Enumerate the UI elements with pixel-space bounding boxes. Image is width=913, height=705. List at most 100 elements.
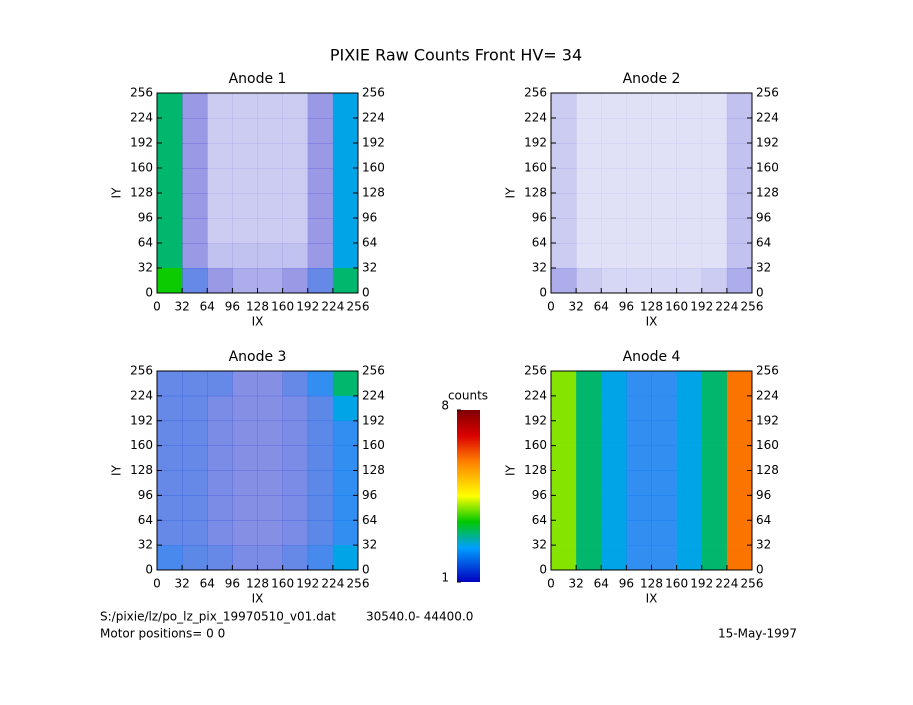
y-tick-label-right: 96 xyxy=(362,488,377,502)
colorbar-tick-label: 1 xyxy=(441,571,449,585)
heatmap-cell xyxy=(332,243,359,269)
heatmap-cell xyxy=(626,268,652,294)
heatmap-cell xyxy=(651,168,677,194)
heatmap-cell xyxy=(701,218,728,244)
heatmap-cell xyxy=(726,420,753,446)
heatmap-cell xyxy=(726,193,753,219)
heatmap-cell xyxy=(182,218,208,244)
heatmap-cell xyxy=(701,193,728,219)
y-axis-label: IY xyxy=(110,464,124,476)
heatmap-cell xyxy=(182,445,208,471)
heatmap-cell xyxy=(232,118,258,144)
x-tick-label: 64 xyxy=(594,300,609,314)
heatmap-cell xyxy=(157,243,183,269)
y-tick-label: 224 xyxy=(130,388,153,402)
heatmap-cell xyxy=(182,520,208,546)
heatmap-cell xyxy=(626,371,652,397)
heatmap-cell xyxy=(332,93,359,119)
y-tick-label: 64 xyxy=(138,236,153,250)
x-axis-label: IX xyxy=(646,315,658,329)
y-tick-label-right: 32 xyxy=(362,261,377,275)
heatmap-cell xyxy=(232,218,258,244)
heatmap-cell xyxy=(307,495,334,521)
heatmap-cell xyxy=(626,395,652,422)
x-axis-label: IX xyxy=(252,592,264,606)
heatmap-cell xyxy=(676,520,703,546)
heatmap-cell xyxy=(551,193,577,219)
heatmap-cell xyxy=(207,445,233,471)
heatmap-cell xyxy=(157,143,183,169)
heatmap-cell xyxy=(626,470,652,496)
heatmap-cell xyxy=(257,470,283,496)
heatmap-cell xyxy=(701,118,728,144)
heatmap-cell xyxy=(257,420,283,446)
y-tick-label: 256 xyxy=(130,364,153,378)
heatmap-cell xyxy=(701,243,728,269)
heatmap-cell xyxy=(232,545,258,571)
heatmap-cell xyxy=(307,243,334,269)
y-tick-label: 256 xyxy=(130,86,153,100)
heatmap-cell xyxy=(207,520,233,546)
x-tick-label: 256 xyxy=(347,577,370,591)
heatmap-cell xyxy=(676,268,703,294)
y-tick-label-right: 160 xyxy=(362,161,385,175)
heatmap-cell xyxy=(257,143,283,169)
x-tick-label: 64 xyxy=(594,577,609,591)
heatmap-cell xyxy=(232,420,258,446)
heatmap-cell xyxy=(182,193,208,219)
x-tick-label: 192 xyxy=(690,577,713,591)
heatmap-cell xyxy=(601,445,627,471)
heatmap-cell xyxy=(182,545,208,571)
heatmap-cell xyxy=(676,371,703,397)
heatmap-cell xyxy=(307,168,334,194)
heatmap-cell xyxy=(576,143,602,169)
heatmap-cell xyxy=(282,218,309,244)
y-tick-label: 192 xyxy=(130,136,153,150)
x-tick-label: 128 xyxy=(246,577,269,591)
x-tick-label: 96 xyxy=(225,577,240,591)
heatmap-cell xyxy=(307,395,334,422)
y-tick-label-right: 128 xyxy=(362,463,385,477)
heatmap-cell xyxy=(332,545,359,571)
heatmap-cell xyxy=(726,268,753,294)
heatmap-cell xyxy=(626,243,652,269)
x-tick-label: 224 xyxy=(715,577,738,591)
heatmap-cell xyxy=(626,193,652,219)
heatmap-cell xyxy=(701,445,728,471)
heatmap-cell xyxy=(676,470,703,496)
y-tick-label-right: 192 xyxy=(756,136,779,150)
x-tick-label: 192 xyxy=(296,300,319,314)
y-tick-label-right: 0 xyxy=(756,286,764,300)
heatmap-cell xyxy=(726,118,753,144)
y-axis-label: IY xyxy=(504,187,518,199)
heatmap-cell xyxy=(257,193,283,219)
heatmap-cell xyxy=(207,168,233,194)
heatmap-cell xyxy=(601,143,627,169)
heatmap-cell xyxy=(676,395,703,422)
y-tick-label: 256 xyxy=(524,86,547,100)
y-tick-label-right: 0 xyxy=(362,286,370,300)
heatmap-cell xyxy=(157,168,183,194)
heatmap-cell xyxy=(332,143,359,169)
heatmap-cell xyxy=(651,520,677,546)
heatmap-cell xyxy=(332,445,359,471)
colorbar xyxy=(457,410,480,582)
heatmap-cell xyxy=(282,268,309,294)
panel-title: Anode 1 xyxy=(229,71,287,87)
heatmap-cell xyxy=(676,193,703,219)
colorbar-tick-label: 8 xyxy=(441,399,449,413)
heatmap-cell xyxy=(626,168,652,194)
heatmap-cell xyxy=(726,395,753,422)
heatmap-cell xyxy=(626,118,652,144)
footer-file: S:/pixie/lz/po_lz_pix_19970510_v01.dat xyxy=(100,610,336,624)
heatmap-cell xyxy=(626,445,652,471)
heatmap-cell xyxy=(726,445,753,471)
y-tick-label-right: 160 xyxy=(756,161,779,175)
heatmap-cell xyxy=(551,218,577,244)
heatmap-cell xyxy=(601,395,627,422)
heatmap-cell xyxy=(676,420,703,446)
heatmap-cell xyxy=(551,118,577,144)
y-axis-label: IY xyxy=(110,187,124,199)
